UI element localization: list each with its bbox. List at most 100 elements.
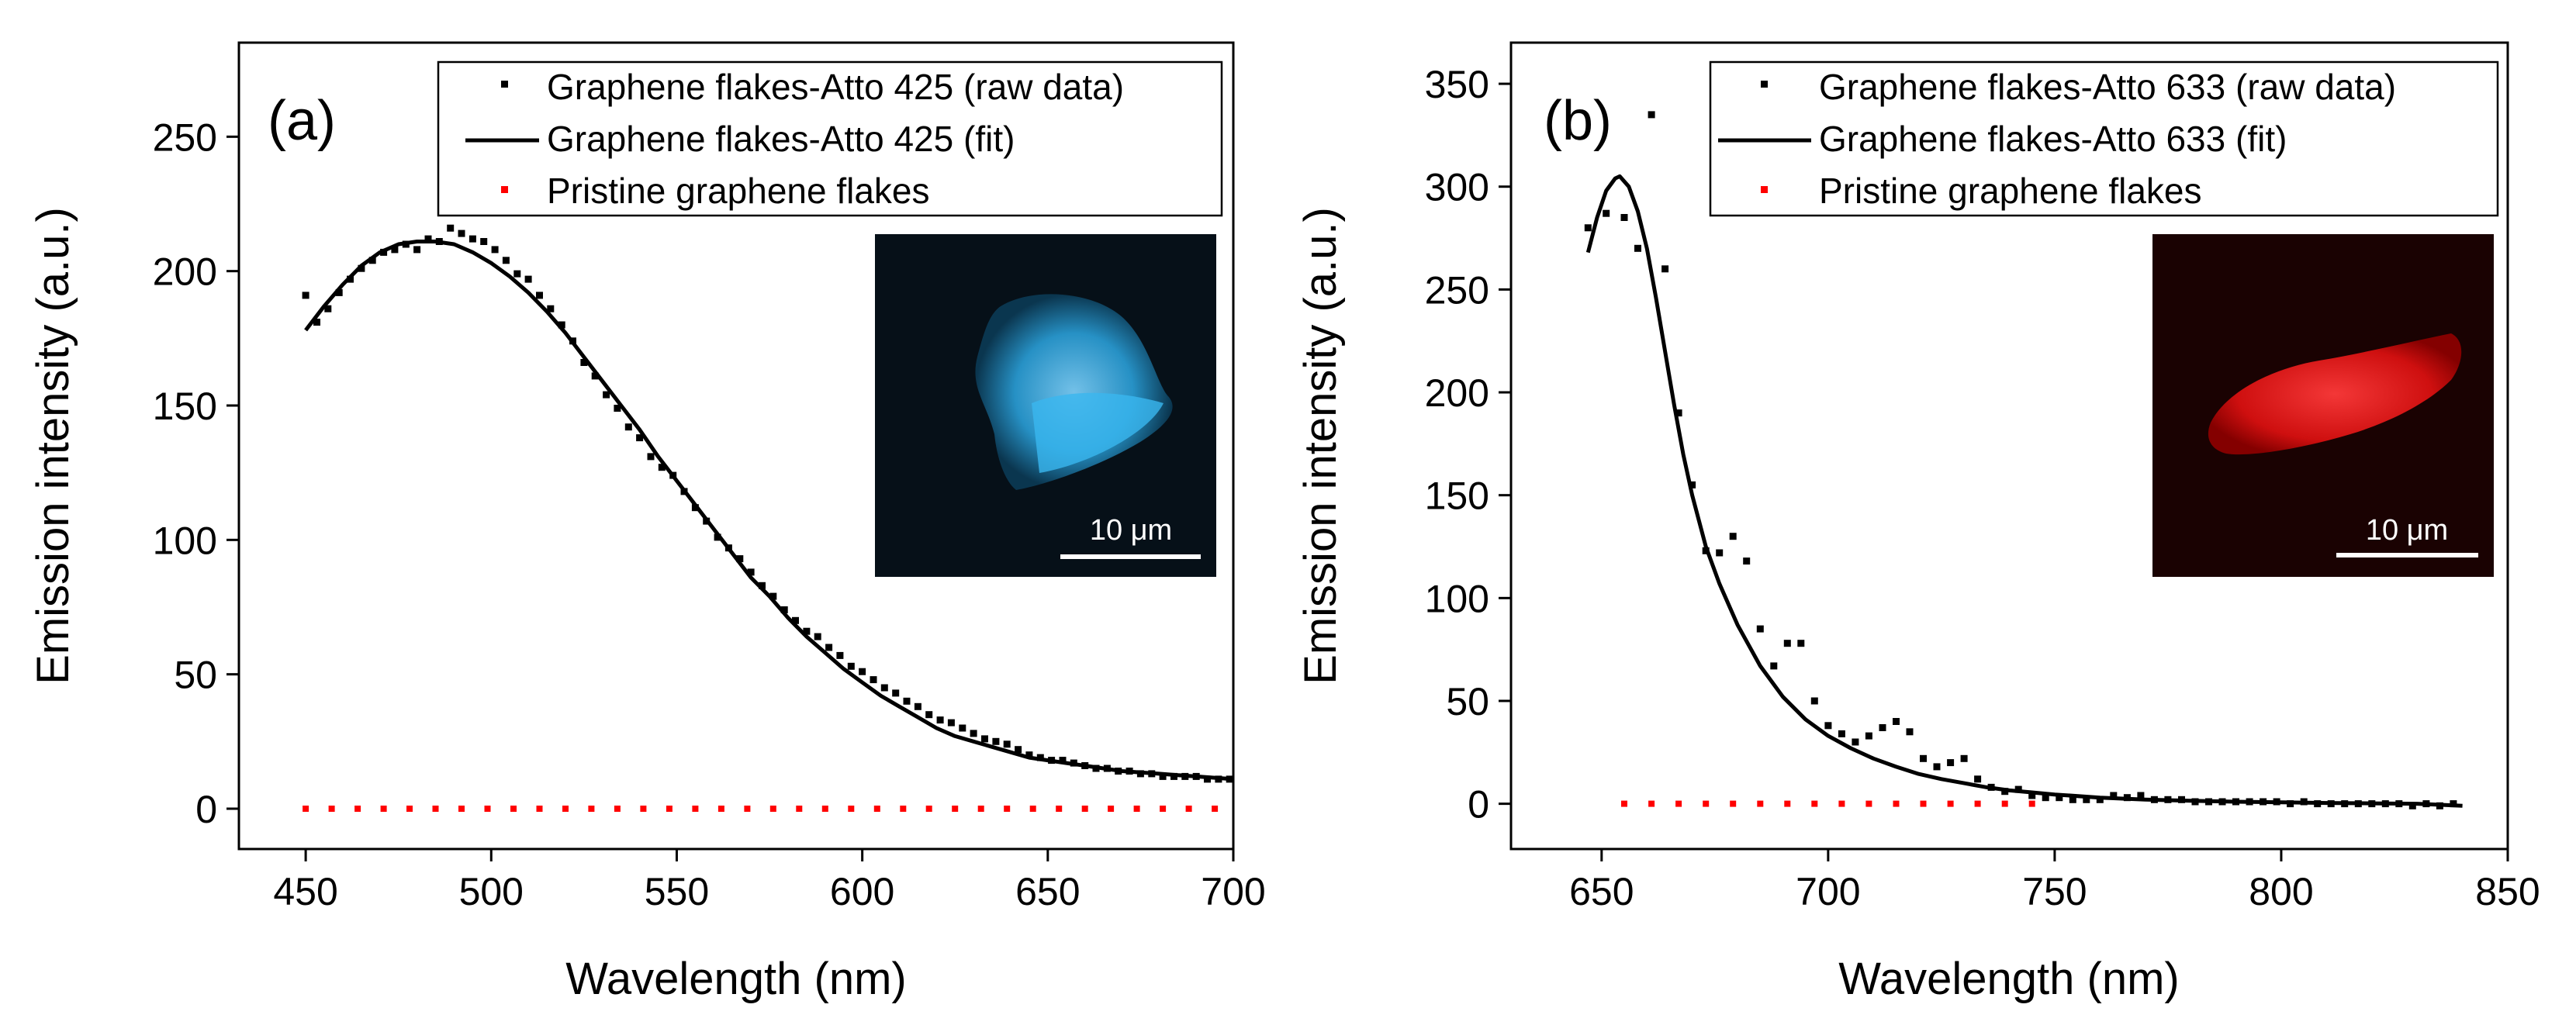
y-tick-label: 150	[153, 385, 217, 428]
raw-data-point	[524, 275, 532, 283]
pristine-point	[1185, 806, 1192, 812]
pristine-point	[692, 806, 699, 812]
raw-data-point	[624, 423, 632, 431]
panel-b: (b) 650 700 750 800 850 0 50 100 150 200 250 300 35…	[1295, 41, 2540, 1004]
raw-data-point	[925, 711, 933, 719]
scale-bar-label-b: 10 μm	[2366, 514, 2448, 547]
pristine-point	[769, 806, 776, 812]
pristine-point	[1784, 800, 1791, 807]
raw-data-point	[469, 235, 476, 243]
raw-data-point	[1933, 763, 1941, 771]
pristine-point	[1730, 800, 1737, 807]
x-tick-label: 550	[645, 870, 709, 913]
y-tick-label: 100	[1425, 577, 1489, 620]
raw-data-point	[335, 288, 343, 296]
raw-data-point	[1584, 224, 1592, 232]
raw-data-point	[2083, 796, 2090, 803]
raw-data-point	[780, 606, 788, 613]
raw-data-point	[1770, 662, 1778, 670]
pristine-point	[925, 806, 932, 812]
x-tick-label: 750	[2022, 870, 2087, 913]
pristine-point	[484, 806, 491, 812]
panel-label-b: (b)	[1544, 90, 1612, 152]
x-tick-label: 500	[459, 870, 524, 913]
raw-data-point	[1716, 549, 1724, 557]
x-tick-label: 650	[1569, 870, 1634, 913]
y-tick-label: 200	[153, 250, 217, 294]
pristine-point	[1648, 800, 1655, 807]
pristine-point	[1081, 806, 1088, 812]
legend-b: Graphene flakes-Atto 633 (raw data) Grap…	[1709, 60, 2499, 217]
raw-data-point	[2069, 796, 2076, 803]
scale-bar-label-a: 10 μm	[1090, 514, 1172, 547]
pristine-point	[1920, 800, 1927, 807]
raw-data-point	[914, 702, 921, 710]
raw-data-point	[458, 230, 465, 237]
raw-data-point	[936, 716, 944, 724]
raw-data-point	[1947, 759, 1955, 767]
raw-data-point	[2137, 792, 2145, 799]
pristine-point	[1133, 806, 1140, 812]
pristine-point	[1974, 800, 1981, 807]
raw-data-point	[603, 391, 610, 399]
raw-data-point	[1783, 640, 1791, 647]
plot-frame-b	[1509, 41, 2509, 851]
y-axis-label-b: Emission intensity (a.u.)	[1295, 207, 1346, 685]
x-axis-label-b: Wavelength (nm)	[1838, 954, 2179, 1004]
raw-data-point	[614, 405, 621, 412]
y-tick-label: 0	[1468, 783, 1489, 827]
pristine-point	[848, 806, 855, 812]
raw-data-point	[970, 730, 977, 737]
raw-data-point	[981, 735, 988, 743]
raw-data-point	[1865, 732, 1872, 740]
raw-data-point	[1756, 625, 1764, 633]
legend-marker-pristine-b	[1761, 186, 1768, 193]
pristine-point	[1703, 800, 1710, 807]
pristine-point	[1838, 800, 1845, 807]
raw-data-point	[1648, 111, 1655, 119]
raw-data-point	[313, 319, 320, 326]
raw-data-point	[1810, 697, 1818, 705]
pristine-point	[614, 806, 621, 812]
pristine-point	[536, 806, 543, 812]
pristine-point	[1811, 800, 1818, 807]
pristine-point	[1029, 806, 1036, 812]
legend-label-fit-a: Graphene flakes-Atto 425 (fit)	[547, 119, 1015, 159]
pristine-point	[2028, 800, 2035, 807]
legend-marker-raw-b	[1761, 81, 1768, 88]
y-axis-ticks-a: 0 50 100 150 200 250	[153, 116, 239, 831]
y-tick-label: 50	[174, 654, 217, 697]
y-axis-ticks-b: 0 50 100 150 200 250 300 350	[1425, 63, 1511, 827]
raw-data-point	[792, 616, 799, 624]
pristine-point	[588, 806, 595, 812]
raw-data-point	[747, 568, 755, 576]
pristine-point	[354, 806, 361, 812]
raw-data-point	[424, 235, 432, 243]
pristine-point	[432, 806, 439, 812]
pristine-point	[380, 806, 387, 812]
pristine-point	[977, 806, 984, 812]
inset-micrograph-a: 10 μm	[875, 234, 1216, 577]
pristine-point	[562, 806, 569, 812]
raw-data-point	[825, 644, 833, 651]
y-tick-label: 0	[195, 788, 217, 831]
raw-data-point	[1059, 757, 1067, 765]
legend-label-raw-a: Graphene flakes-Atto 425 (raw data)	[547, 67, 1124, 107]
legend-label-raw-b: Graphene flakes-Atto 633 (raw data)	[1819, 67, 2396, 107]
raw-data-point	[903, 697, 911, 705]
raw-data-point	[1838, 730, 1845, 737]
pristine-point	[796, 806, 803, 812]
legend-label-pristine-a: Pristine graphene flakes	[547, 171, 930, 211]
pristine-point	[744, 806, 751, 812]
raw-data-point	[1015, 746, 1022, 754]
pristine-point	[717, 806, 724, 812]
pristine-point	[640, 806, 647, 812]
raw-data-point	[880, 684, 888, 692]
raw-data-point	[2042, 794, 2049, 802]
raw-data-point	[1960, 754, 1968, 762]
raw-data-point	[1824, 722, 1832, 730]
pristine-point	[666, 806, 673, 812]
raw-data-point	[502, 257, 510, 264]
raw-data-point	[658, 464, 666, 471]
raw-data-point	[1743, 557, 1751, 565]
